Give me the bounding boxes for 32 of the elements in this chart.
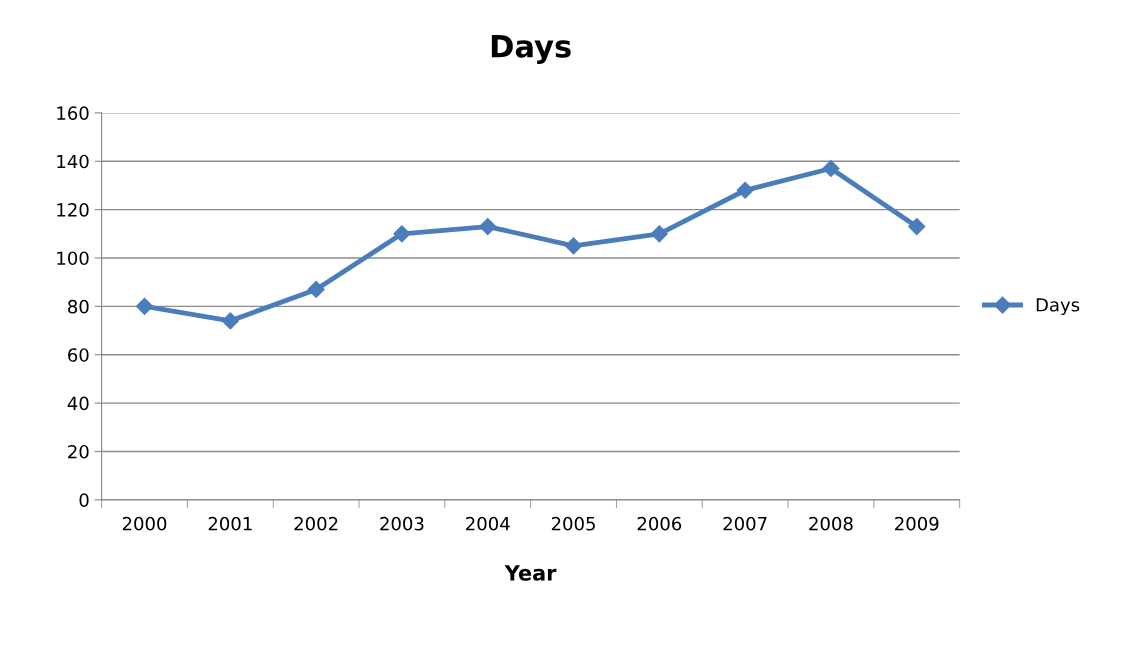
x-tick-label: 2007 (723, 516, 767, 531)
x-tick-label: 2008 (809, 516, 853, 531)
x-tick-label: 2003 (380, 516, 424, 531)
y-tick-label: 160 (57, 106, 89, 120)
y-tick-label: 20 (68, 444, 89, 459)
point (135, 297, 154, 315)
x-axis-title: Year (504, 565, 557, 581)
x-tick-label: 2006 (637, 516, 682, 531)
x-tick-label: 2002 (294, 516, 338, 531)
x-tick-label: 2001 (208, 516, 252, 531)
point (221, 312, 239, 330)
x-tick-label: 2004 (466, 516, 510, 531)
x-tick-label: 2009 (895, 516, 939, 531)
y-tick-label: 120 (57, 203, 89, 217)
point (736, 181, 754, 199)
chart-title: Days (491, 35, 571, 64)
y-tick-label: 80 (68, 299, 89, 314)
x-tick-label: 2005 (551, 516, 595, 531)
point (650, 225, 668, 243)
legend-label: Days (1036, 298, 1080, 316)
point (479, 218, 497, 236)
y-tick-label: 140 (57, 154, 89, 169)
point (822, 159, 840, 178)
y-tick-label: 0 (79, 493, 89, 507)
point (908, 218, 926, 236)
y-tick-label: 100 (57, 251, 89, 266)
y-tick-label: 40 (67, 396, 89, 411)
point (393, 225, 411, 243)
y-tick-label: 60 (68, 348, 89, 362)
point (564, 237, 583, 255)
point (307, 280, 325, 298)
x-tick-label: 2000 (122, 516, 167, 531)
